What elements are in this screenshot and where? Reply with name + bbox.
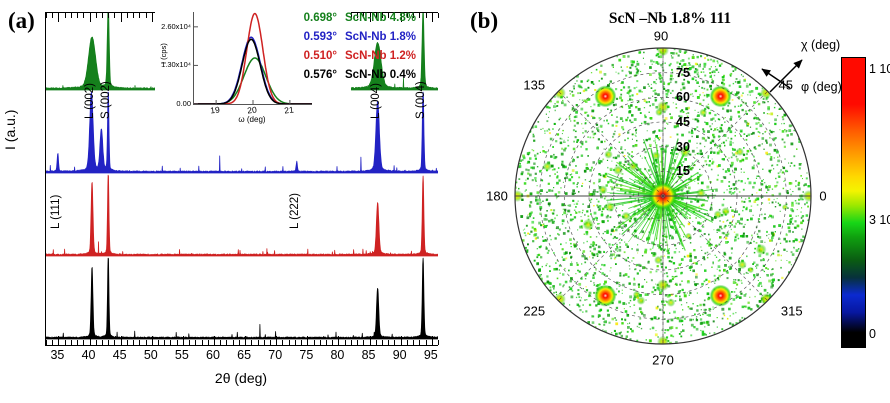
inset-y-axis-title: I (cps) <box>159 43 168 64</box>
xrd-x-tick: 70 <box>268 348 283 362</box>
xrd-x-tick: 45 <box>112 348 127 362</box>
pole-figure-radial-tick: 15 <box>676 164 690 179</box>
pole-spot <box>709 85 732 108</box>
pole-figure-azimuth-tick: 135 <box>523 77 546 93</box>
xrd-x-tick: 55 <box>174 348 189 362</box>
pole-figure-canvas <box>514 47 812 345</box>
xrd-peak-label: L (002) <box>84 82 97 119</box>
pole-figure-radial-tick: 75 <box>676 65 690 80</box>
pole-figure-title: ScN –Nb 1.8% 111 <box>608 10 732 27</box>
pole-figure-radial-tick: 60 <box>676 90 690 105</box>
xrd-x-tick: 50 <box>143 348 158 362</box>
xrd-x-tick-labels: 35 40 45 50 55 60 65 70 75 80 85 90 95 <box>45 348 437 363</box>
pole-figure-azimuth-tick: 315 <box>780 303 803 319</box>
pole-spot <box>594 284 617 307</box>
panel-a-xrd: (a) I (a.u.) L (002) S (002) L (004) S (004… <box>2 8 439 386</box>
xrd-x-axis-title: 2θ (deg) <box>214 370 268 386</box>
xrd-peak-label: S (004) <box>415 81 428 119</box>
colorbar <box>841 57 866 348</box>
legend-fwhm-value: 0.510° <box>303 50 337 62</box>
pole-figure-azimuth-tick: 225 <box>523 303 546 319</box>
rocking-curve-inset: 0.00 1.30x10⁴ 2.60x10⁴ 19 20 21 ω (deg) I (c… <box>155 8 351 126</box>
chi-phi-axis-arrows <box>761 59 803 93</box>
inset-y-tick: 1.30x10⁴ <box>161 60 191 70</box>
xrd-peak-label: L (111) <box>49 194 62 229</box>
xrd-x-tick: 75 <box>299 348 314 362</box>
inset-y-tick: 2.60x10⁴ <box>161 21 191 31</box>
xrd-peak-label: S (002) <box>100 81 113 119</box>
xrd-peak-label: L (004) <box>369 82 382 119</box>
legend-sample-label: ScN-Nb 0.4% <box>345 69 416 81</box>
xrd-x-tick: 35 <box>50 348 65 362</box>
panel-a-tag: (a) <box>8 8 35 33</box>
xrd-y-axis-title: I (a.u.) <box>2 109 18 150</box>
pole-figure-azimuth-tick: 180 <box>486 188 508 204</box>
pole-figure-radial-tick: 30 <box>676 139 690 154</box>
inset-y-tick-labels: 0.00 1.30x10⁴ 2.60x10⁴ <box>155 8 191 108</box>
legend-fwhm-value: 0.593° <box>303 31 337 43</box>
xrd-x-tick: 65 <box>237 348 252 362</box>
xrd-x-tick: 95 <box>423 348 438 362</box>
pole-figure-plot: 153045607504590135180225270315 <box>486 29 827 368</box>
legend-fwhm-value: 0.698° <box>303 12 337 24</box>
inset-x-tick: 19 <box>209 104 221 116</box>
pole-spot <box>709 284 732 307</box>
xrd-bottom-ticks <box>46 336 439 345</box>
xrd-x-tick: 60 <box>206 348 220 362</box>
xrd-x-tick: 90 <box>392 348 407 362</box>
inset-x-tick: 20 <box>246 104 258 116</box>
colorbar-mid-label: 3 10¹ <box>869 213 890 227</box>
pole-figure-azimuth-tick: 0 <box>819 188 827 204</box>
panel-b-pole-figure: (b) <box>450 0 890 403</box>
phi-axis-label: φ (deg) <box>801 80 842 94</box>
xrd-peak-label: L (222) <box>288 192 301 229</box>
pole-figure-radial-tick: 45 <box>676 115 690 129</box>
pole-figure-azimuth-tick: 90 <box>653 28 669 44</box>
xrd-trace <box>46 257 438 340</box>
legend-sample-label: ScN-Nb 4.8% <box>345 12 416 24</box>
inset-x-axis-title: ω (deg) <box>238 115 266 124</box>
legend-sample-label: ScN-Nb 1.2% <box>345 50 416 62</box>
inset-plot-frame <box>193 12 312 105</box>
xrd-x-tick: 40 <box>81 348 96 362</box>
xrd-x-tick: 80 <box>330 348 345 362</box>
panel-b-tag: (b) <box>470 8 499 33</box>
colorbar-max-label: 1 10⁵ <box>869 62 890 76</box>
xrd-trace <box>46 174 438 257</box>
chi-axis-label: χ (deg) <box>801 38 841 52</box>
legend-sample-label: ScN-Nb 1.8% <box>345 31 416 43</box>
colorbar-min-label: 0 <box>869 327 876 341</box>
pole-figure-azimuth-tick: 270 <box>652 352 674 368</box>
xrd-x-tick: 85 <box>361 348 376 362</box>
legend-fwhm-value: 0.576° <box>303 69 337 81</box>
inset-x-tick: 21 <box>283 104 295 116</box>
inset-y-tick: 0.00 <box>176 99 191 108</box>
xrd-trace <box>46 91 438 174</box>
inset-rocking-curve <box>194 57 312 105</box>
pole-spot <box>594 85 617 108</box>
